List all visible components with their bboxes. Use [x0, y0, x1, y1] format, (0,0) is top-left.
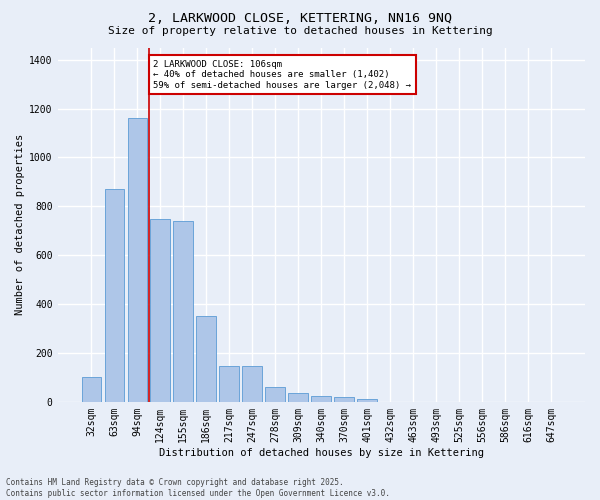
- Bar: [128, 118, 147, 402]
- Bar: [82, 378, 101, 402]
- Text: 2, LARKWOOD CLOSE, KETTERING, NN16 9NQ: 2, LARKWOOD CLOSE, KETTERING, NN16 9NQ: [148, 12, 452, 26]
- Text: 2 LARKWOOD CLOSE: 106sqm
← 40% of detached houses are smaller (1,402)
59% of sem: 2 LARKWOOD CLOSE: 106sqm ← 40% of detach…: [154, 60, 412, 90]
- Bar: [173, 221, 193, 402]
- X-axis label: Distribution of detached houses by size in Kettering: Distribution of detached houses by size …: [159, 448, 484, 458]
- Bar: [220, 366, 239, 402]
- Bar: [358, 399, 377, 402]
- Bar: [151, 218, 170, 402]
- Bar: [334, 398, 354, 402]
- Bar: [242, 366, 262, 402]
- Bar: [104, 189, 124, 402]
- Bar: [196, 316, 216, 402]
- Bar: [265, 387, 285, 402]
- Text: Size of property relative to detached houses in Kettering: Size of property relative to detached ho…: [107, 26, 493, 36]
- Bar: [289, 394, 308, 402]
- Y-axis label: Number of detached properties: Number of detached properties: [15, 134, 25, 316]
- Text: Contains HM Land Registry data © Crown copyright and database right 2025.
Contai: Contains HM Land Registry data © Crown c…: [6, 478, 390, 498]
- Bar: [311, 396, 331, 402]
